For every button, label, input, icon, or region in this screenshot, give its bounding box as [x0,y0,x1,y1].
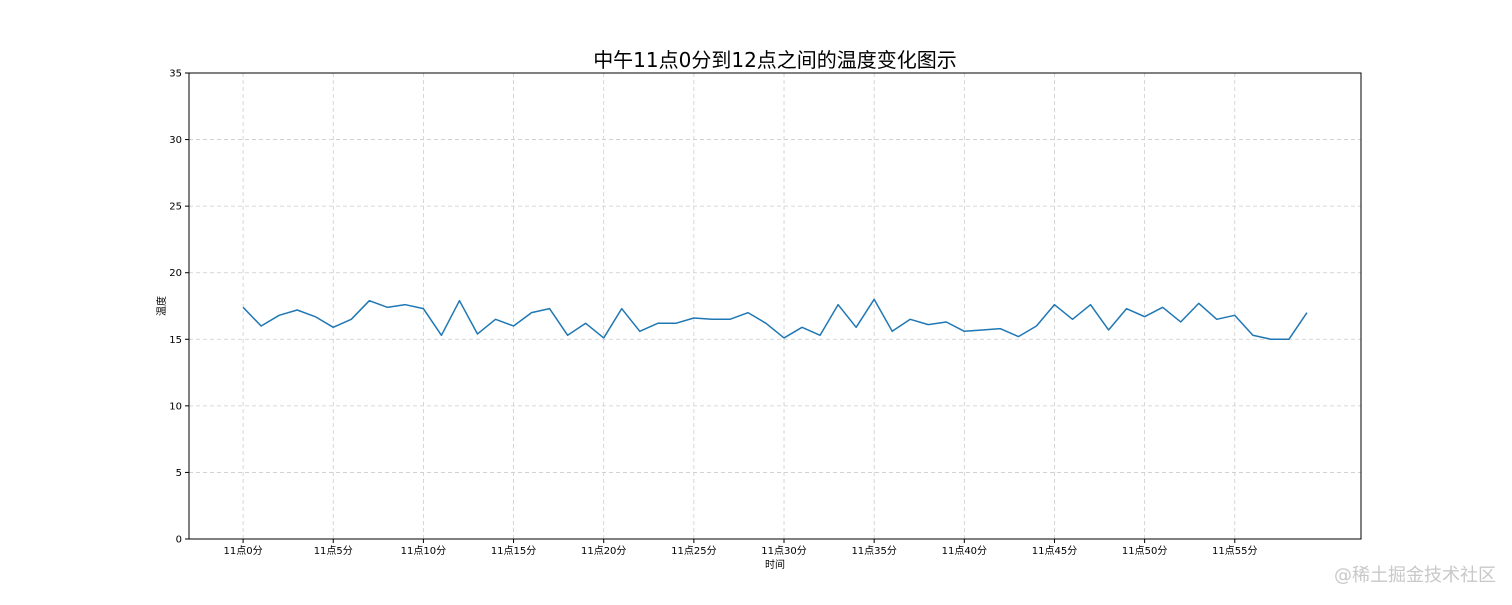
y-tick-label: 20 [169,268,182,279]
x-tick-label: 11点10分 [401,545,446,557]
x-tick-label: 11点35分 [851,545,896,557]
watermark-text: @稀土掘金技术社区 [1334,565,1496,586]
y-tick-label: 10 [169,401,182,412]
y-tick-label: 35 [169,69,182,80]
y-tick-label: 25 [169,202,182,213]
chart-title: 中午11点0分到12点之间的温度变化图示 [593,48,957,72]
y-axis-label: 温度 [155,296,168,316]
x-axis: 11点0分 11点5分 11点10分 11点15分 11点20分 11点25分 11点30分… [224,539,1258,557]
x-tick-label: 11点50分 [1122,545,1167,557]
x-tick-label: 11点45分 [1032,545,1077,557]
y-tick-label: 5 [176,468,182,479]
x-tick-label: 11点5分 [314,545,353,557]
temperature-series-line [242,298,1308,341]
y-tick-label: 0 [176,535,182,546]
y-axis: 0 5 10 15 20 25 30 35 [169,69,189,546]
x-tick-label: 11点40分 [942,545,987,557]
y-tick-label: 30 [169,135,182,146]
x-axis-label: 时间 [765,558,785,571]
x-tick-label: 11点25分 [671,545,716,557]
x-tick-label: 11点0分 [224,545,263,557]
plot-area [242,298,1308,341]
x-tick-label: 11点55分 [1212,545,1257,557]
x-tick-label: 11点15分 [491,545,536,557]
x-tick-label: 11点20分 [581,545,626,557]
plot-frame [188,72,1362,540]
x-tick-label: 11点30分 [761,545,806,557]
y-tick-label: 15 [169,335,182,346]
